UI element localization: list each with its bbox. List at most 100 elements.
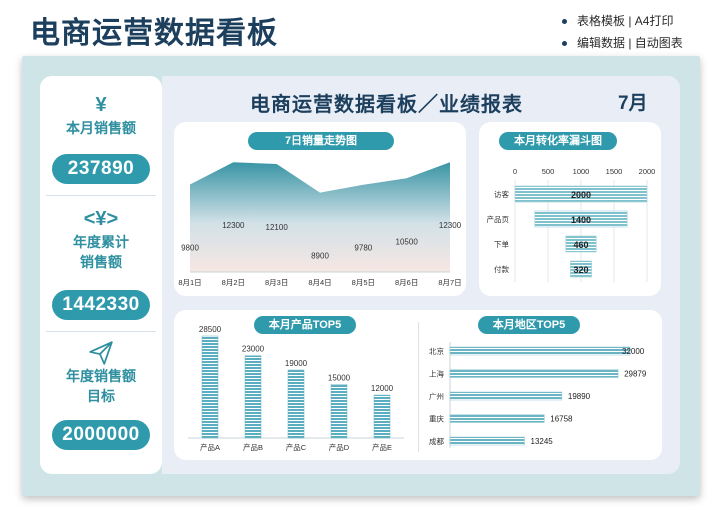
feature-list: 表格模板 | A4打印 编辑数据 | 自动图表 [562,10,683,54]
kpi-value-annual-target: 2000000 [52,420,150,450]
tick-label: 8月7日 [438,278,461,287]
data-label: 28500 [199,325,222,334]
kpi-value-annual-sales: 1442330 [52,290,150,320]
kpi-panel [40,76,162,474]
category-label: 成都 [429,436,444,446]
category-label: 产品C [286,442,307,452]
product-bar [287,369,305,439]
month-label: 7月 [618,93,648,114]
feature-item: 编辑数据 | 自动图表 [562,32,683,54]
kpi-annual-sales: <¥> 年度累计 销售额 [40,206,162,272]
data-label: 10500 [396,237,419,246]
data-label: 19000 [285,359,308,368]
top5-card: 28500 产品A 23000 产品B 19000 产品C 15000 产品D 12000 产品E… [174,310,662,460]
region-bar [449,391,563,401]
product-chart-title: 本月产品TOP5 [254,316,356,334]
data-label: 320 [573,265,588,275]
bullet-icon [562,18,567,24]
product-bar [201,335,219,439]
kpi-label: 年度累计 [73,234,129,250]
category-label: 北京 [429,346,444,356]
feature-label: 表格模板 | A4打印 [577,14,674,28]
trend-area [190,162,450,272]
funnel-bar [570,260,592,278]
paper-plane-icon [89,341,113,365]
category-label: 下单 [494,239,509,249]
data-label: 1400 [571,215,591,225]
kpi-label: 年度销售额 [66,368,136,384]
divider [46,195,156,196]
data-label: 16758 [550,415,573,424]
trend-card: 9800 8月1日 12300 8月2日 12100 8月3日 8900 8月4日 9780 8月… [174,122,466,296]
tick-label: 8月3日 [265,278,288,287]
category-label: 上海 [429,369,444,379]
tick-label: 8月2日 [222,278,245,287]
funnel-bar [514,185,648,203]
tick-label: 500 [542,167,555,176]
data-label: 19890 [568,392,591,401]
product-bar [330,384,348,439]
kpi-value-monthly-sales: 237890 [52,154,150,184]
tick-label: 1000 [573,167,590,176]
funnel-chart-title: 本月转化率漏斗图 [499,132,617,150]
region-bar [449,436,525,446]
product-bar [244,355,262,439]
feature-label: 编辑数据 | 自动图表 [577,36,683,50]
data-label: 12300 [222,221,245,230]
yen-bracket-icon: <¥> [83,208,119,230]
data-label: 29879 [624,370,647,379]
tick-label: 8月5日 [352,278,375,287]
trend-chart-title: 7日销量走势图 [248,132,394,150]
product-top5-chart: 28500 产品A 23000 产品B 19000 产品C 15000 产品D 12000 产品E [188,325,404,452]
yen-icon: ¥ [95,94,107,116]
kpi-label: 本月销售额 [66,120,136,136]
category-label: 访客 [494,189,509,199]
kpi-label: 销售额 [80,254,122,270]
paper-plane-icon [40,340,162,366]
category-label: 产品E [372,442,392,452]
category-label: 产品D [329,442,350,452]
data-label: 8900 [311,252,329,261]
bullet-icon [562,40,567,46]
board-title: 电商运营数据看板／业绩报表 [250,94,523,116]
category-label: 广州 [429,391,444,401]
data-label: 9800 [181,244,199,253]
funnel-bar [534,210,628,228]
funnel-bar [565,235,597,253]
kpi-annual-target: 年度销售额 目标 [40,340,162,406]
category-label: 产品A [200,442,220,452]
product-bar [373,394,391,439]
kpi-label: 目标 [87,388,115,404]
region-top5-chart: 北京 32000 上海 29879 广州 19890 重庆 16758 成都 13245 [429,342,647,448]
data-label: 23000 [242,345,265,354]
category-label: 付款 [494,264,509,274]
tick-label: 0 [513,167,517,176]
trend-chart: 9800 8月1日 12300 8月2日 12100 8月3日 8900 8月4日 9780 8月… [178,162,462,287]
data-label: 2000 [571,190,591,200]
feature-item: 表格模板 | A4打印 [562,10,683,32]
kpi-monthly-sales: ¥ 本月销售额 [40,92,162,138]
data-label: 12000 [371,384,394,393]
category-label: 产品页 [487,214,510,224]
divider [46,331,156,332]
data-label: 13245 [531,437,554,446]
region-chart-title: 本月地区TOP5 [478,316,580,334]
divider [418,322,419,452]
region-bar [449,414,545,423]
region-bar [449,346,631,356]
data-label: 15000 [328,373,351,382]
data-label: 12100 [266,223,289,232]
tick-label: 8月6日 [395,278,418,287]
tick-label: 8月4日 [308,278,331,287]
data-label: 460 [573,240,588,250]
category-label: 重庆 [429,414,444,424]
region-bar [449,369,619,378]
data-label: 12300 [439,221,462,230]
data-label: 9780 [354,244,372,253]
tick-label: 8月1日 [178,278,201,287]
funnel-chart: 0 500 1000 1500 2000 2000 访客 1400 产品页 460 下单 320 付款 [487,167,656,282]
data-label: 32000 [622,347,645,356]
tick-label: 1500 [606,167,623,176]
page-title: 电商运营数据看板 [30,17,278,50]
tick-label: 2000 [639,167,656,176]
